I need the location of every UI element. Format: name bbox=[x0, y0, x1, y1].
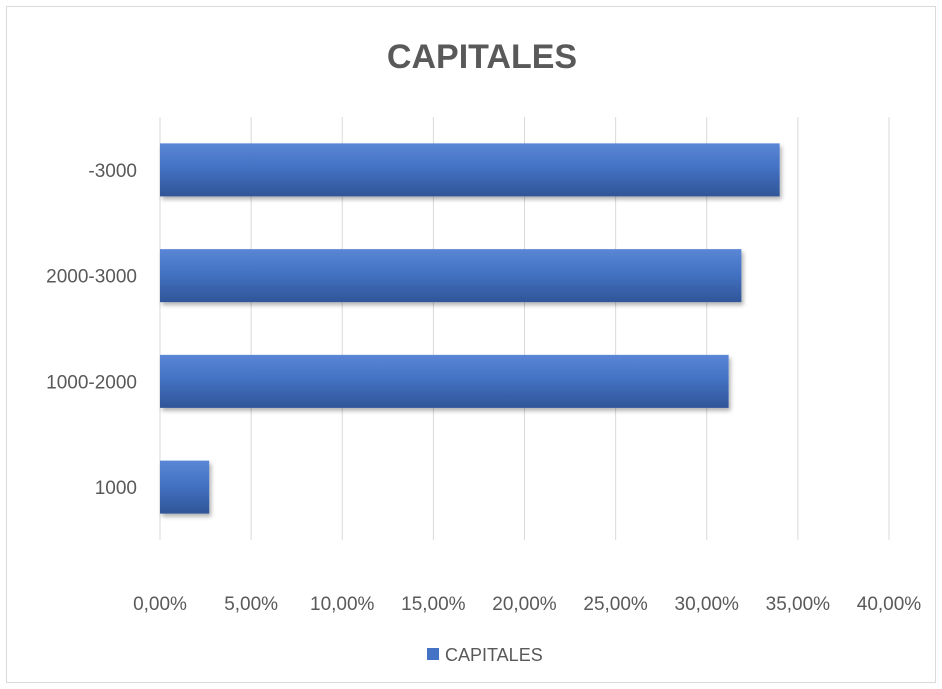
chart-title: CAPITALES bbox=[387, 38, 577, 76]
x-tick-label: 20,00% bbox=[492, 594, 557, 615]
x-tick-label: 35,00% bbox=[766, 594, 831, 615]
y-tick-label: 1000-2000 bbox=[46, 372, 137, 393]
bar bbox=[160, 143, 780, 197]
x-tick-label: 15,00% bbox=[401, 594, 466, 615]
y-axis-tick-labels: 1000 1000-2000 2000-3000 -3000 bbox=[46, 161, 137, 499]
bars bbox=[160, 143, 780, 514]
y-tick-label: -3000 bbox=[88, 161, 137, 182]
x-axis-tick-labels: 0,00% 5,00% 10,00% 15,00% 20,00% 25,00% 30,00%… bbox=[133, 594, 921, 615]
y-tick-label: 1000 bbox=[95, 478, 137, 499]
x-tick-label: 40,00% bbox=[857, 594, 922, 615]
bar bbox=[160, 354, 729, 408]
x-tick-label: 30,00% bbox=[675, 594, 740, 615]
x-tick-label: 0,00% bbox=[133, 594, 187, 615]
y-tick-label: 2000-3000 bbox=[46, 267, 137, 288]
bar bbox=[160, 249, 742, 303]
legend: CAPITALES bbox=[427, 645, 543, 665]
x-tick-label: 5,00% bbox=[224, 594, 278, 615]
chart-frame bbox=[6, 6, 936, 683]
bar bbox=[160, 460, 210, 514]
legend-label: CAPITALES bbox=[445, 645, 543, 665]
legend-swatch bbox=[427, 648, 439, 660]
x-tick-label: 10,00% bbox=[310, 594, 375, 615]
x-tick-label: 25,00% bbox=[583, 594, 648, 615]
